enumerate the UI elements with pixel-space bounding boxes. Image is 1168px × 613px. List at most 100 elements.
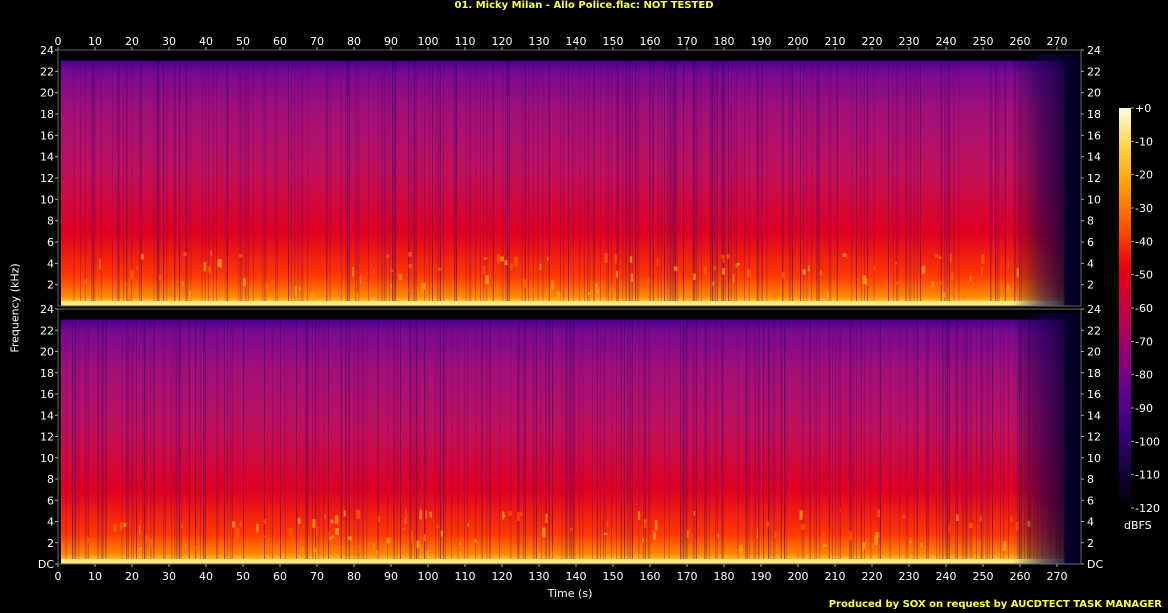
- channel-2-accent: [263, 519, 267, 525]
- channel-2-accent: [580, 541, 582, 544]
- channel-1-accent: [483, 257, 487, 260]
- channel-2-stripe: [424, 319, 425, 560]
- channel-2-stripe: [284, 319, 286, 560]
- channel-1-stripe: [811, 60, 813, 303]
- channel-1-stripe: [416, 60, 417, 303]
- channel-2-stripe: [956, 319, 958, 560]
- channel-1-stripe: [94, 60, 96, 303]
- channel-1-stripe: [424, 60, 425, 303]
- channel-1-stripe: [126, 60, 128, 303]
- channel-2-stripe: [1000, 319, 1001, 560]
- channel-1-stripe: [204, 60, 206, 303]
- x-tick-label-bottom: 230: [899, 570, 920, 583]
- channel-1-accent: [242, 277, 246, 287]
- channel-1-stripe: [995, 60, 997, 303]
- channel-1-stripe: [440, 60, 441, 303]
- channel-2-accent: [348, 536, 352, 540]
- channel-2-accent: [862, 542, 866, 550]
- channel-2-stripe: [987, 319, 989, 560]
- channel-1-stripe: [139, 60, 141, 303]
- x-tick-label-bottom: 90: [384, 570, 398, 583]
- x-tick-label-bottom: 170: [677, 570, 698, 583]
- channel-2-accent: [864, 539, 867, 550]
- channel-1-stripe: [694, 60, 696, 303]
- channel-2-stripe: [444, 319, 446, 560]
- channel-2-stripe: [72, 319, 73, 560]
- channel-1-accent: [159, 274, 162, 281]
- y-tick-label-left: 14: [40, 151, 54, 164]
- channel-2-stripe: [611, 319, 613, 560]
- channel-2-stripe: [356, 319, 358, 560]
- x-tick-label-bottom: 240: [936, 570, 957, 583]
- channel-2-stripe: [86, 319, 88, 560]
- channel-2-accent: [87, 537, 90, 544]
- channel-2-stripe: [545, 319, 547, 560]
- channel-1-stripe: [638, 60, 640, 303]
- channel-1-stripe: [632, 60, 633, 303]
- channel-1-stripe: [212, 60, 214, 303]
- channel-2-accent: [822, 544, 827, 548]
- channel-2-accent: [145, 534, 148, 544]
- x-axis-label: Time (s): [547, 587, 593, 600]
- channel-2-stripe: [768, 319, 769, 560]
- channel-1-accent: [437, 268, 442, 271]
- channel-2-stripe: [328, 319, 329, 560]
- channel-1-stripe: [412, 60, 414, 303]
- channel-1-stripe: [358, 60, 360, 303]
- channel-2-accent: [642, 538, 644, 543]
- y-tick-label-left: DC: [38, 558, 54, 571]
- channel-1-stripe: [443, 60, 445, 303]
- channel-1-stripe: [792, 60, 793, 303]
- channel-2-stripe: [97, 319, 99, 560]
- channel-1-stripe: [475, 60, 477, 303]
- y-tick-label-right: 10: [1087, 452, 1101, 465]
- channel-1-stripe: [163, 60, 165, 303]
- channel-1-stripe: [80, 60, 81, 303]
- channel-2-stripe: [649, 319, 651, 560]
- channel-2-stripe: [435, 319, 437, 560]
- channel-2-stripe: [835, 319, 837, 560]
- channel-1-accent: [522, 279, 527, 289]
- channel-2-accent: [459, 551, 462, 557]
- channel-2-stripe: [579, 319, 581, 560]
- channel-1-stripe: [908, 60, 910, 303]
- channel-1-stripe: [468, 60, 470, 303]
- channel-1-stripe: [502, 60, 504, 303]
- channel-1-stripe: [307, 60, 309, 303]
- channel-1-accent: [722, 268, 726, 275]
- channel-2-accent: [301, 547, 304, 552]
- x-tick-label-bottom: 160: [640, 570, 661, 583]
- channel-2-stripe: [227, 319, 229, 560]
- channel-2-stripe: [176, 319, 177, 560]
- channel-1-stripe: [958, 60, 960, 303]
- channel-1-accent: [896, 282, 899, 285]
- channel-2-stripe: [942, 319, 944, 560]
- channel-2-accent: [419, 509, 422, 520]
- channel-2-stripe: [280, 319, 281, 560]
- channel-2-stripe: [363, 319, 365, 560]
- channel-2-stripe: [323, 319, 325, 560]
- channel-2-stripe: [353, 319, 355, 560]
- channel-1-accent: [1007, 285, 1010, 293]
- channel-2-stripe: [948, 319, 950, 560]
- channel-1-accent: [614, 254, 617, 264]
- channel-1-stripe: [766, 60, 768, 303]
- channel-2-stripe: [574, 319, 576, 560]
- y-tick-label-left: 6: [47, 236, 54, 249]
- x-tick-label-top: 220: [862, 35, 883, 48]
- channel-1-stripe: [697, 60, 699, 303]
- channel-2-stripe: [65, 319, 67, 560]
- channel-1-accent: [951, 271, 954, 281]
- channel-1-accent: [390, 284, 392, 288]
- channel-1-stripe: [190, 60, 192, 303]
- channel-2-stripe: [860, 319, 862, 560]
- channel-2-stripe: [681, 319, 683, 560]
- channel-1-accent: [210, 250, 212, 256]
- y-tick-label-left: 24: [40, 303, 54, 316]
- channel-2-accent: [328, 531, 330, 542]
- y-tick-label-right: 16: [1087, 129, 1101, 142]
- channel-2-stripe: [748, 319, 750, 560]
- channel-2-stripe: [451, 319, 453, 560]
- y-tick-label-left: 18: [40, 367, 54, 380]
- channel-2-stripe: [630, 319, 632, 560]
